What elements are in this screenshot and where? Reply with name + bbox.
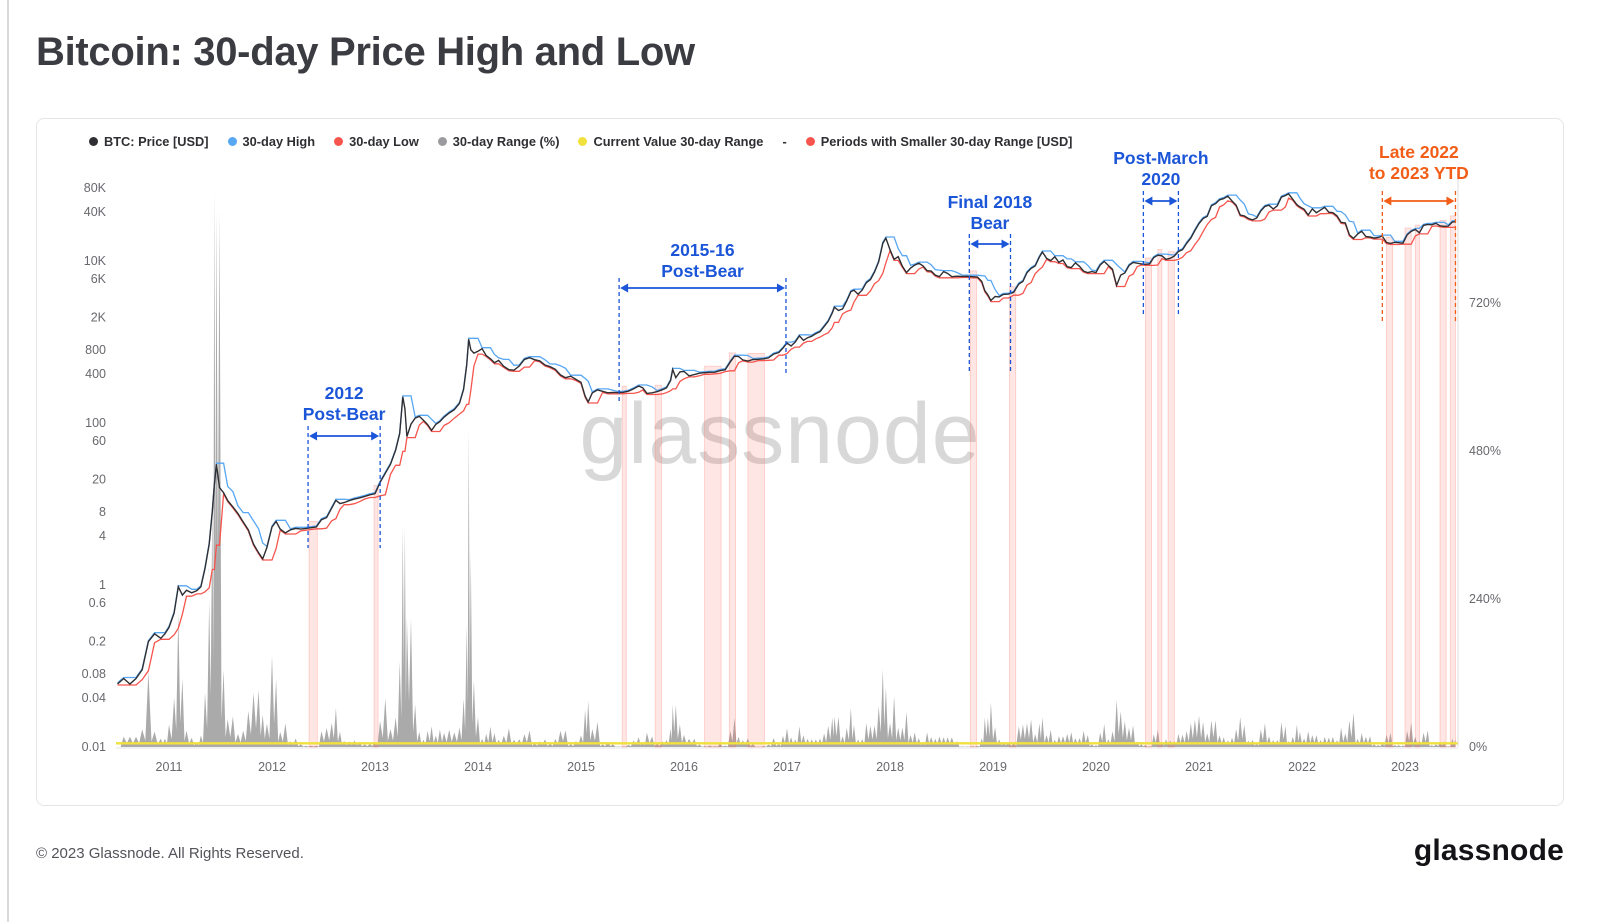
legend-label: - [782,134,787,149]
legend-label: 30-day Low [349,134,419,149]
smaller-range-band [1439,219,1447,748]
svg-text:720%: 720% [1469,296,1501,310]
legend-item[interactable]: 30-day Low [334,134,419,149]
svg-text:2021: 2021 [1185,760,1213,774]
glassnode-logo[interactable]: glassnode [1414,834,1564,868]
legend-label: Periods with Smaller 30-day Range [USD] [820,134,1073,149]
legend-item[interactable]: 30-day High [227,134,316,149]
smaller-range-band [969,270,977,748]
svg-text:80K: 80K [84,181,107,195]
chart-card: BTC: Price [USD] 30-day High 30-day Low 30-… [36,118,1564,806]
legend-item[interactable]: 30-day Range (%) [437,134,560,149]
svg-text:2017: 2017 [773,760,801,774]
price-chart[interactable]: 2012 Post-Bear 2015-16 Post-Bear Final 2018 B… [37,119,1564,806]
annotation-final2018-bear: Final 2018 Bear [948,192,1033,371]
svg-text:6K: 6K [91,272,107,286]
svg-text:2019: 2019 [979,760,1007,774]
legend-item[interactable]: Current Value 30-day Range [578,134,763,149]
annotation-post-march-2020: Post-March 2020 [1113,148,1209,316]
svg-text:8: 8 [99,505,106,519]
svg-text:2013: 2013 [361,760,389,774]
svg-text:2012: 2012 [258,760,286,774]
y-axis-left-labels: 80K 40K 10K 6K 2K 800 400 100 60 20 8 4 1 0.6 0.2 0.08 0… [82,181,107,754]
x-axis-labels: 2011 2012 2013 2014 2015 2016 2017 2018 2019 2020… [156,760,1419,774]
svg-text:100: 100 [85,416,106,430]
legend-dot-icon [89,137,98,146]
svg-text:0.04: 0.04 [82,691,106,705]
svg-text:2K: 2K [91,311,107,325]
svg-text:2020: 2020 [1082,760,1110,774]
y-axis-right-labels: 720% 480% 240% 0% [1469,296,1501,754]
svg-text:0%: 0% [1469,740,1487,754]
svg-text:2023: 2023 [1391,760,1419,774]
smaller-range-band [373,484,379,748]
svg-text:0.01: 0.01 [82,740,106,754]
smaller-range-band [1404,227,1412,748]
legend-dot-icon [805,137,815,146]
smaller-range-band [1145,257,1153,748]
watermark: glassnode [579,386,981,482]
svg-text:480%: 480% [1469,444,1501,458]
svg-text:2014: 2014 [464,760,492,774]
svg-text:4: 4 [99,529,106,543]
copyright-text: © 2023 Glassnode. All Rights Reserved. [36,845,304,862]
legend-item[interactable]: Periods with Smaller 30-day Range [USD] [805,134,1073,149]
high-line [117,192,1456,684]
svg-text:400: 400 [85,367,106,381]
svg-text:0.6: 0.6 [89,596,106,610]
svg-text:2011: 2011 [156,760,183,774]
range-area [117,188,1456,747]
svg-text:10K: 10K [84,254,107,268]
legend-dot-icon [437,137,447,146]
svg-text:20: 20 [92,473,106,487]
legend-dot-icon [227,137,237,146]
legend-label: BTC: Price [USD] [104,134,209,149]
smaller-range-band [1157,249,1163,748]
smaller-range-band [728,352,736,748]
svg-text:60: 60 [92,434,106,448]
smaller-range-band [1009,286,1017,748]
svg-text:0.2: 0.2 [89,635,106,649]
svg-text:240%: 240% [1469,592,1501,606]
svg-text:0.08: 0.08 [82,667,106,681]
smaller-range-band [654,384,662,748]
smaller-range-band [747,352,765,748]
legend-separator: - [782,134,786,149]
low-line [117,197,1456,686]
legend-label: Current Value 30-day Range [593,134,764,149]
smaller-range-band [1386,236,1394,748]
page-left-rule [7,0,9,922]
legend-label: 30-day High [242,134,316,149]
svg-text:40K: 40K [84,205,107,219]
annotation-late2022-to2023ytd: Late 2022 to 2023 YTD [1369,142,1469,321]
svg-text:800: 800 [85,343,106,357]
legend: BTC: Price [USD] 30-day High 30-day Low 30-… [37,119,1563,149]
svg-text:1: 1 [99,578,106,592]
legend-label: 30-day Range (%) [452,134,560,149]
smaller-range-band [1449,215,1456,748]
smaller-range-band [1167,251,1175,748]
price-line [117,192,1456,685]
annotation-2015-16-post-bear: 2015-16 Post-Bear [618,240,787,401]
svg-text:2018: 2018 [876,760,904,774]
smaller-range-band [308,520,318,748]
smaller-range-band [621,385,627,748]
glassnode-logo-text: glassnode [1413,834,1564,867]
svg-text:2022: 2022 [1288,760,1316,774]
svg-text:2016: 2016 [670,760,698,774]
legend-item[interactable]: BTC: Price [USD] [89,134,209,149]
svg-text:2015: 2015 [567,760,595,774]
annotation-2012-post-bear: 2012 Post-Bear [303,383,386,548]
legend-dot-icon [578,137,588,146]
smaller-range-band [704,365,722,748]
legend-dot-icon [334,137,344,146]
smaller-range-band [1414,224,1420,748]
highlight-bands [308,215,1456,748]
page-title: Bitcoin: 30-day Price High and Low [36,30,695,74]
